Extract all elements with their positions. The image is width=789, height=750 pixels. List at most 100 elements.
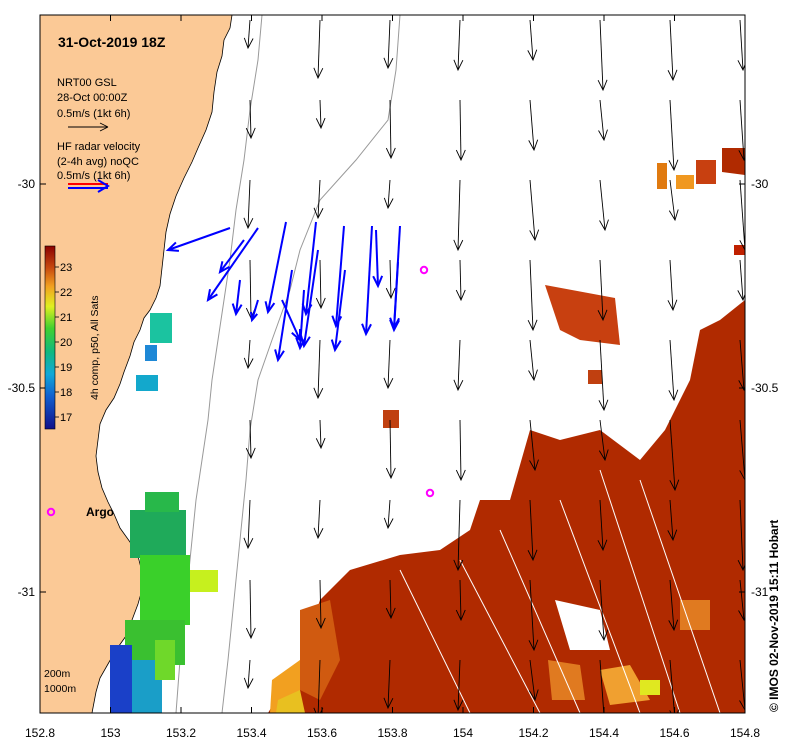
model-arrow [737, 19, 745, 72]
x-tick-label: 154.4 [589, 726, 619, 740]
model-arrow [528, 339, 538, 382]
model-arrow [527, 499, 538, 562]
model-arrow [385, 99, 396, 160]
model-arrow [385, 259, 396, 300]
sst-colorbar: 23 22 21 20 19 18 17 [44, 245, 72, 430]
model-legend-arrow [68, 122, 109, 132]
model-arrow [313, 179, 324, 220]
model-arrow [455, 579, 466, 622]
argo-marker [46, 507, 56, 517]
model-arrow [739, 179, 745, 251]
colorbar-tick-label: 23 [60, 262, 72, 274]
model-arrow [598, 419, 609, 462]
radar-legend-line2: (2-4h avg) noQC [57, 156, 139, 168]
radar-arrow [231, 279, 243, 317]
model-arrow [243, 499, 254, 550]
model-arrow [738, 339, 745, 392]
model-arrow [739, 419, 745, 481]
model-arrow [243, 659, 254, 690]
x-tick-label: 154 [453, 726, 473, 740]
model-arrow [528, 579, 539, 652]
credit-text: © IMOS 02-Nov-2019 15:11 Hobart [767, 520, 781, 712]
model-arrow [383, 499, 394, 530]
model-arrow [598, 99, 608, 142]
model-arrow [243, 19, 254, 50]
model-arrow [385, 579, 396, 620]
colorbar-tick-label: 18 [60, 387, 72, 399]
model-arrow [598, 339, 609, 412]
radar-arrow [361, 225, 373, 337]
model-arrow [313, 659, 324, 713]
y-tick-label: -30 [18, 177, 36, 191]
model-arrow [529, 419, 539, 472]
model-arrow [738, 579, 745, 622]
radar-arrow [274, 269, 293, 363]
colorbar-tick-label: 21 [60, 312, 72, 324]
model-arrow [667, 499, 678, 542]
model-arrow [245, 419, 256, 460]
x-axis: 152.8 153 153.2 153.4 153.6 153.8 154 154.2 154.… [25, 15, 760, 740]
radar-legend-line1: HF radar velocity [57, 141, 141, 153]
model-arrow [315, 99, 326, 130]
isobath-label-200m: 200m [44, 668, 71, 680]
x-tick-label: 154.2 [518, 726, 548, 740]
y-tick-label-right: -30 [751, 177, 769, 191]
model-arrow [243, 179, 254, 230]
hf-radar-velocity-arrows [165, 221, 401, 363]
model-arrow [315, 579, 326, 630]
x-tick-label: 153.2 [166, 726, 196, 740]
radar-arrow [372, 229, 384, 289]
x-tick-label: 153.8 [377, 726, 407, 740]
x-tick-label: 154.8 [730, 726, 760, 740]
model-arrow [455, 259, 466, 302]
model-arrow [669, 419, 680, 492]
radar-arrow [295, 289, 307, 351]
model-arrow [245, 99, 256, 140]
model-arrow [313, 19, 324, 80]
model-arrow [527, 19, 538, 62]
model-arrow [455, 419, 466, 482]
model-arrow [528, 659, 539, 702]
radar-legend-line3: 0.5m/s (1kt 6h) [57, 170, 130, 182]
model-arrow [385, 419, 396, 480]
model-arrow [597, 19, 608, 92]
sst-coastal-patches [110, 313, 218, 713]
y-axis: -30 -30 -30.5 -30.5 -31 -31 [8, 177, 779, 599]
argo-marker [419, 265, 429, 275]
model-arrow [599, 179, 609, 232]
model-arrow [738, 99, 745, 162]
model-arrow [383, 179, 394, 210]
model-arrow [453, 659, 464, 712]
satellite-track-lines [399, 469, 721, 713]
x-tick-label: 154.6 [659, 726, 689, 740]
map-title: 31-Oct-2019 18Z [58, 34, 166, 50]
model-arrow [668, 99, 679, 172]
colorbar-tick-label: 17 [60, 412, 72, 424]
x-tick-label: 152.8 [25, 726, 55, 740]
model-arrow [598, 579, 609, 642]
model-legend-line1: NRT00 GSL [57, 77, 117, 89]
y-tick-label-right: -31 [751, 585, 769, 599]
model-arrow [383, 339, 394, 390]
radar-legend-arrow [68, 179, 110, 193]
model-arrow [315, 419, 326, 450]
model-arrow [668, 179, 679, 222]
model-arrow [313, 339, 324, 400]
model-arrow [453, 179, 464, 252]
model-arrow [599, 659, 605, 713]
model-arrow [527, 259, 538, 332]
radar-arrow [165, 227, 231, 252]
model-legend-line2: 28-Oct 00:00Z [57, 92, 128, 104]
radar-arrow [218, 239, 245, 274]
y-tick-label: -30.5 [8, 381, 36, 395]
model-arrow [313, 499, 324, 540]
radar-arrow [206, 227, 259, 303]
x-tick-label: 153.6 [307, 726, 337, 740]
x-tick-label: 153.4 [236, 726, 266, 740]
model-arrow [668, 339, 679, 402]
radar-arrow [330, 269, 346, 353]
colorbar-label: 4h comp, p50, All Sats [89, 296, 101, 400]
colorbar-tick-label: 20 [60, 337, 72, 349]
model-arrow [455, 99, 466, 162]
